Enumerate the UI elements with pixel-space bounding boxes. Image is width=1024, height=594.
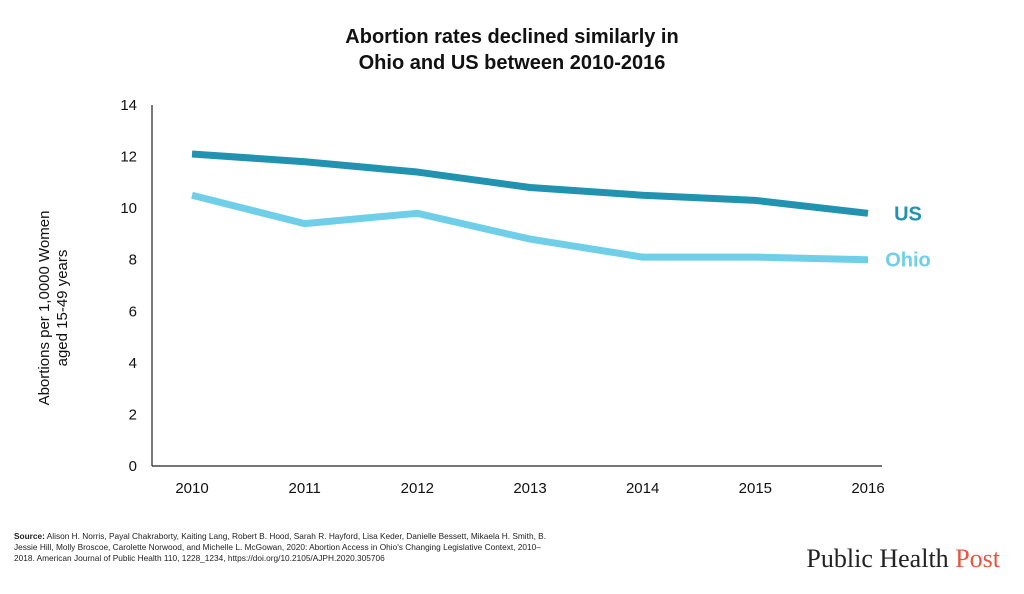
y-tick-label: 2	[129, 406, 137, 423]
series-line-us	[191, 150, 869, 217]
y-axis-label-line-2: aged 15-49 years	[54, 249, 71, 367]
series-label-ohio: Ohio	[885, 250, 931, 272]
chart-title-line-2: Ohio and US between 2010-2016	[358, 52, 666, 74]
y-tick-label: 0	[129, 458, 137, 475]
y-tick-label: 4	[129, 355, 137, 372]
x-tick-label: 2011	[289, 480, 321, 497]
y-tick-label: 10	[120, 200, 137, 217]
y-tick-label: 6	[129, 303, 137, 320]
y-tick-label: 14	[120, 97, 137, 114]
x-tick-label: 2014	[626, 480, 659, 497]
x-tick-label: 2013	[513, 480, 546, 497]
brand-logo: Public Health Post	[806, 544, 1000, 574]
y-axis-label: Abortions per 1,0000 Women aged 15-49 ye…	[36, 188, 72, 428]
y-axis-label-line-1: Abortions per 1,0000 Women	[36, 210, 53, 406]
x-tick-label: 2010	[175, 480, 208, 497]
brand-name-part-1: Public Health	[806, 544, 956, 573]
brand-name-part-2: Post	[955, 544, 1000, 573]
y-tick-label: 8	[129, 252, 137, 269]
source-note: Source: Alison H. Norris, Payal Chakrabo…	[14, 531, 554, 564]
x-tick-label: 2012	[401, 480, 434, 497]
chart-title-line-1: Abortion rates declined similarly in	[345, 26, 679, 48]
series-label-us: US	[894, 203, 922, 225]
chart-title: Abortion rates declined similarly in Ohi…	[0, 24, 1024, 76]
y-tick-label: 12	[120, 149, 137, 166]
x-tick-label: 2015	[739, 480, 772, 497]
source-label: Source:	[14, 531, 45, 541]
x-tick-label: 2016	[851, 480, 884, 497]
source-text: Alison H. Norris, Payal Chakraborty, Kai…	[14, 531, 547, 563]
series-line-ohio	[191, 191, 869, 264]
